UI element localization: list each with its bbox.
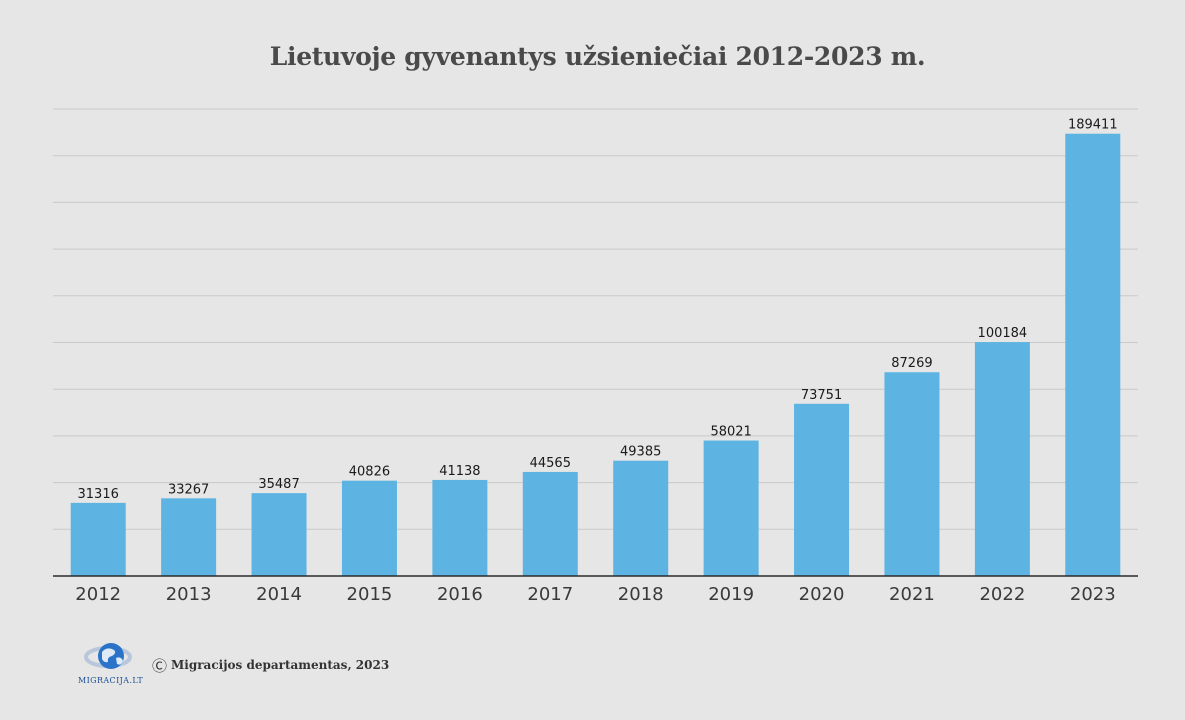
value-label-2012: 31316 <box>78 487 119 502</box>
value-label-2021: 87269 <box>891 356 932 371</box>
bars <box>70 133 1121 576</box>
bar-2022 <box>974 342 1030 576</box>
migracija-logo-globe-icon <box>84 643 132 669</box>
value-label-2020: 73751 <box>801 388 842 403</box>
x-tick-2021: 2021 <box>889 584 935 605</box>
bar-chart: 31316 33267 35487 40826 41138 44565 49385 58021… <box>53 108 1138 605</box>
bar-2019 <box>703 440 759 576</box>
x-tick-2017: 2017 <box>527 584 573 605</box>
bar-2014 <box>251 493 307 576</box>
value-label-2022: 100184 <box>978 326 1028 341</box>
x-tick-2013: 2013 <box>166 584 212 605</box>
bar-2023 <box>1065 133 1121 576</box>
bar-2012 <box>70 502 126 576</box>
value-label-2019: 58021 <box>710 425 751 440</box>
value-label-2016: 41138 <box>439 464 480 479</box>
footer: MIGRACIJA.LT Ⓒ Migracijos departamentas,… <box>78 638 478 698</box>
value-label-2014: 35487 <box>258 477 299 492</box>
value-label-2015: 40826 <box>349 465 390 480</box>
value-label-2013: 33267 <box>168 482 209 497</box>
x-tick-2023: 2023 <box>1070 584 1116 605</box>
bar-2018 <box>613 460 669 576</box>
copyright-icon: Ⓒ <box>152 657 168 675</box>
x-tick-2015: 2015 <box>347 584 393 605</box>
x-tick-2014: 2014 <box>256 584 302 605</box>
x-tick-2012: 2012 <box>75 584 121 605</box>
x-tick-labels: 2012 2013 2014 2015 2016 2017 2018 2019 2020 2021… <box>75 584 1115 605</box>
bar-2015 <box>341 480 397 576</box>
bar-2016 <box>432 479 488 576</box>
logo-text: MIGRACIJA.LT <box>78 676 144 685</box>
bar-2021 <box>884 372 940 576</box>
value-labels: 31316 33267 35487 40826 41138 44565 49385 58021… <box>78 118 1118 502</box>
bar-2020 <box>794 403 850 576</box>
x-tick-2019: 2019 <box>708 584 754 605</box>
x-tick-2016: 2016 <box>437 584 483 605</box>
bar-2017 <box>522 471 578 576</box>
chart-title: Lietuvoje gyvenantys užsieniečiai 2012-2… <box>269 42 926 71</box>
bar-2013 <box>161 498 217 576</box>
value-label-2023: 189411 <box>1068 118 1118 133</box>
value-label-2018: 49385 <box>620 445 661 460</box>
x-tick-2020: 2020 <box>799 584 845 605</box>
x-tick-2018: 2018 <box>618 584 664 605</box>
source-note: Migracijos departamentas, 2023 <box>171 658 390 672</box>
gridlines <box>53 108 1138 530</box>
value-label-2017: 44565 <box>530 456 571 471</box>
x-tick-2022: 2022 <box>979 584 1025 605</box>
